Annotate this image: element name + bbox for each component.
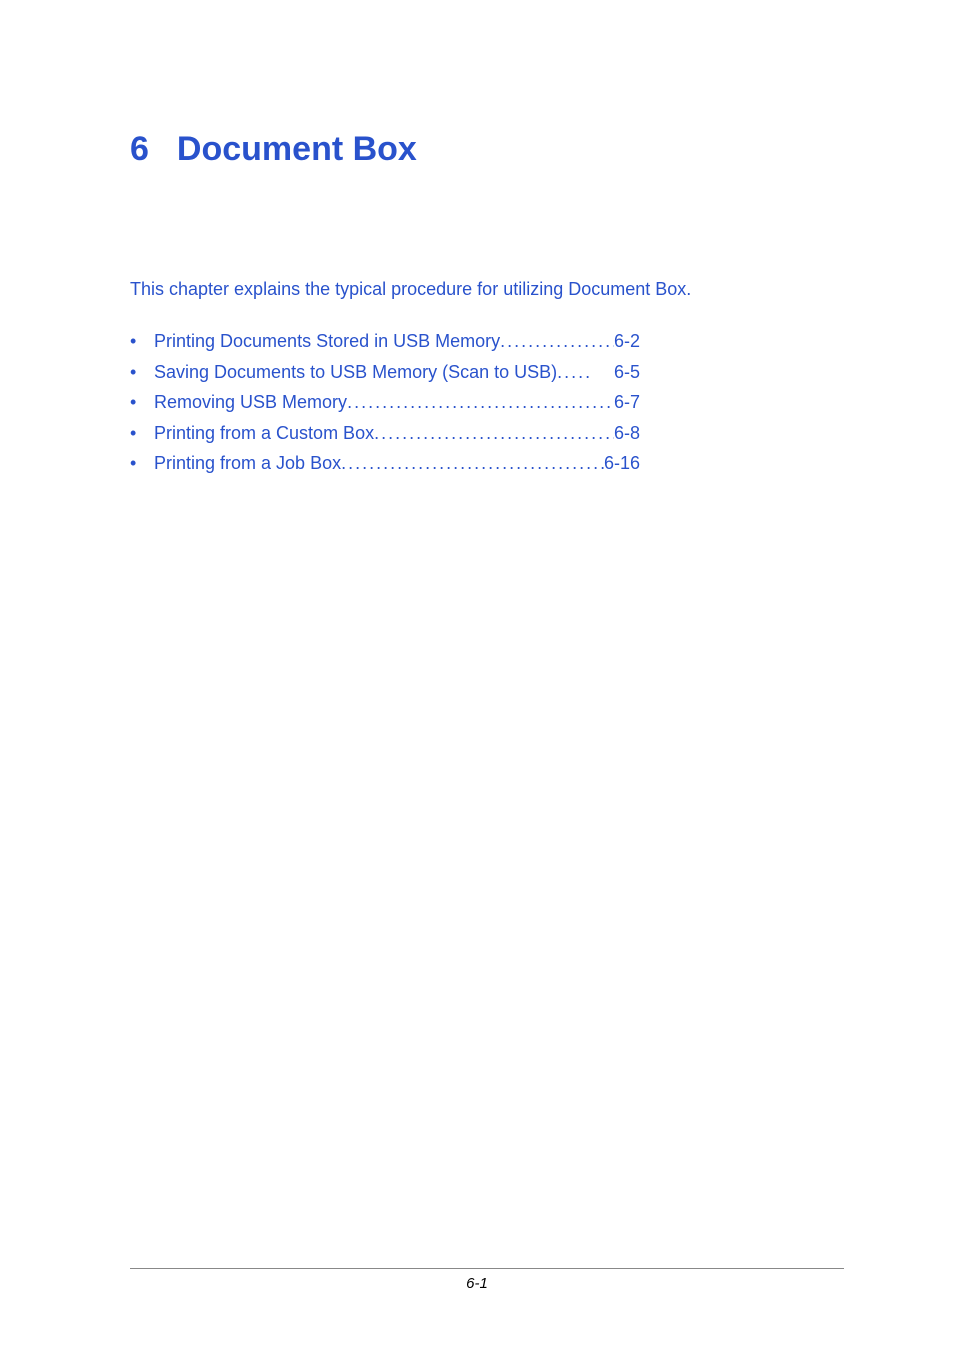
footer-rule xyxy=(130,1268,844,1269)
toc-label[interactable]: Printing from a Job Box xyxy=(154,448,341,479)
toc-item: • Printing Documents Stored in USB Memor… xyxy=(130,326,640,357)
toc-list: • Printing Documents Stored in USB Memor… xyxy=(130,326,844,479)
toc-page[interactable]: 6-5 xyxy=(614,357,640,388)
chapter-title: Document Box xyxy=(177,130,417,168)
bullet-icon: • xyxy=(130,418,154,449)
toc-label[interactable]: Printing Documents Stored in USB Memory xyxy=(154,326,500,357)
toc-label[interactable]: Removing USB Memory xyxy=(154,387,347,418)
page: 6 Document Box This chapter explains the … xyxy=(0,0,954,1350)
chapter-number: 6 xyxy=(130,130,149,169)
bullet-icon: • xyxy=(130,448,154,479)
toc-label[interactable]: Printing from a Custom Box xyxy=(154,418,374,449)
toc-leader: ..... xyxy=(557,357,614,388)
toc-page[interactable]: 6-2 xyxy=(614,326,640,357)
toc-leader: ........................................… xyxy=(347,387,614,418)
toc-page[interactable]: 6-7 xyxy=(614,387,640,418)
toc-page[interactable]: 6-16 xyxy=(604,448,640,479)
toc-item: • Saving Documents to USB Memory (Scan t… xyxy=(130,357,640,388)
toc-page[interactable]: 6-8 xyxy=(614,418,640,449)
bullet-icon: • xyxy=(130,326,154,357)
toc-leader: ........................................… xyxy=(374,418,614,449)
chapter-intro: This chapter explains the typical proced… xyxy=(130,279,844,300)
toc-leader: ................. xyxy=(500,326,614,357)
toc-label[interactable]: Saving Documents to USB Memory (Scan to … xyxy=(154,357,557,388)
bullet-icon: • xyxy=(130,357,154,388)
chapter-heading: 6 Document Box xyxy=(130,130,844,169)
toc-leader: ........................................… xyxy=(341,448,604,479)
toc-item: • Printing from a Job Box ..............… xyxy=(130,448,640,479)
bullet-icon: • xyxy=(130,387,154,418)
toc-item: • Printing from a Custom Box ...........… xyxy=(130,418,640,449)
toc-item: • Removing USB Memory ..................… xyxy=(130,387,640,418)
page-footer: 6-1 xyxy=(0,1268,954,1292)
footer-page-number: 6-1 xyxy=(0,1275,954,1292)
